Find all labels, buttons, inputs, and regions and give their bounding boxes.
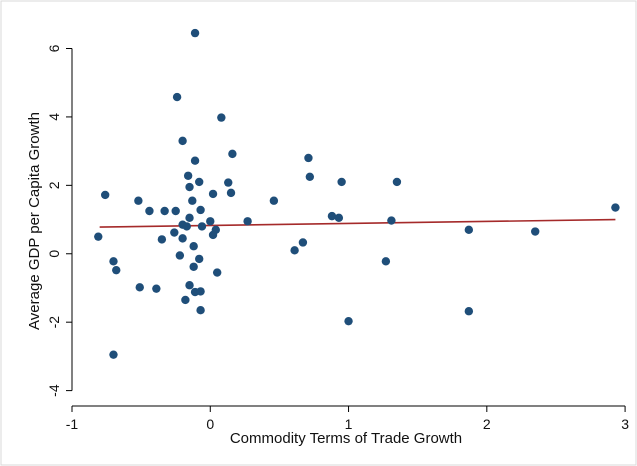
scatter-points [94, 28, 620, 359]
scatter-point [228, 149, 237, 159]
scatter-point [337, 177, 346, 187]
scatter-point [190, 28, 200, 38]
scatter-point [182, 222, 191, 231]
scatter-point [290, 246, 299, 255]
scatter-point [185, 213, 194, 223]
scatter-point [464, 225, 474, 235]
scatter-point [171, 206, 180, 216]
y-axis-ticks: -4 -2 0 2 4 6 [46, 44, 72, 397]
scatter-point [189, 242, 198, 251]
scatter-point [109, 350, 118, 359]
scatter-point [157, 235, 167, 244]
scatter-point [175, 251, 185, 260]
scatter-point [183, 171, 193, 180]
scatter-point [172, 92, 182, 102]
scatter-point [185, 281, 194, 290]
scatter-point [196, 205, 205, 215]
scatter-point [531, 227, 540, 236]
scatter-point [145, 206, 154, 216]
scatter-point [387, 216, 396, 225]
scatter-point [135, 283, 144, 292]
y-tick-label: -2 [46, 316, 62, 329]
scatter-point [243, 217, 252, 226]
scatter-point [305, 172, 315, 181]
scatter-point [178, 136, 187, 146]
scatter-point [208, 230, 218, 240]
scatter-point [212, 268, 222, 277]
scatter-point [160, 206, 169, 216]
scatter-point [304, 153, 313, 163]
scatter-point [226, 188, 236, 198]
scatter-point [190, 156, 200, 165]
scatter-point [94, 232, 103, 241]
scatter-point [217, 113, 226, 122]
x-axis-ticks: -1 0 1 2 3 [66, 406, 629, 432]
scatter-point [208, 189, 218, 199]
scatter-point [178, 234, 187, 243]
x-tick-label: 1 [345, 416, 353, 432]
scatter-point [152, 284, 161, 293]
scatter-point [611, 203, 620, 212]
y-tick-label: 2 [46, 181, 62, 189]
y-tick-label: -4 [46, 384, 62, 397]
scatter-point [195, 254, 204, 264]
scatter-point [224, 178, 233, 187]
y-tick-label: 0 [46, 250, 62, 258]
scatter-point [206, 217, 215, 226]
scatter-point [181, 295, 190, 305]
scatter-point [100, 190, 110, 200]
scatter-point [188, 196, 197, 205]
scatter-point [170, 228, 179, 237]
scatter-point [196, 287, 205, 296]
scatter-point [134, 196, 143, 205]
x-axis-title: Commodity Terms of Trade Growth [230, 430, 462, 447]
scatter-point [298, 238, 308, 247]
x-tick-label: 2 [483, 416, 491, 432]
scatter-point [197, 222, 207, 231]
scatter-point [189, 262, 198, 271]
y-tick-label: 4 [46, 113, 62, 121]
scatter-point [112, 265, 121, 275]
scatter-point [334, 213, 344, 223]
scatter-point [196, 306, 205, 315]
scatter-point [185, 182, 194, 192]
scatter-point [269, 196, 279, 205]
x-tick-label: 3 [621, 416, 629, 432]
x-tick-label: 0 [206, 416, 214, 432]
scatter-point [327, 211, 337, 221]
scatter-point [381, 257, 391, 266]
scatter-point [464, 307, 474, 316]
scatter-point [344, 316, 353, 326]
x-tick-label: -1 [66, 416, 79, 432]
y-axis-title: Average GDP per Capita Growth [26, 112, 43, 330]
scatter-point [195, 177, 204, 187]
scatter-point [109, 257, 118, 266]
y-tick-label: 6 [46, 44, 62, 52]
scatter-point [392, 177, 402, 187]
